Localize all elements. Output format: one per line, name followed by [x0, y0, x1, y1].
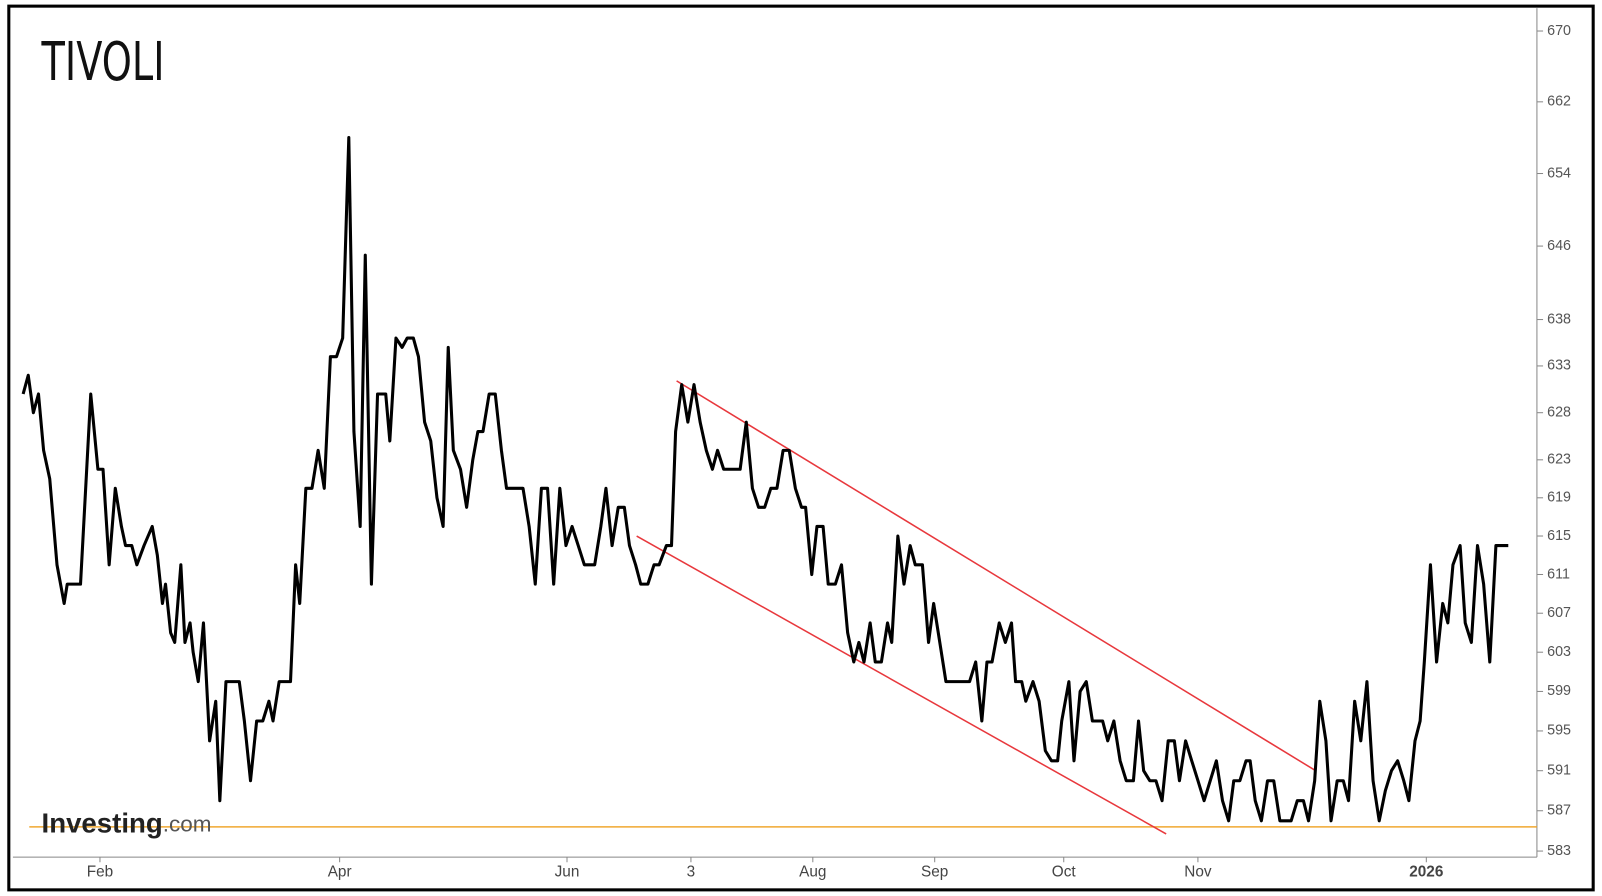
x-tick-label: 2026	[1409, 864, 1443, 881]
y-tick-label: 662	[1547, 94, 1571, 110]
y-tick-label: 587	[1547, 803, 1571, 819]
x-tick-label: Jun	[555, 864, 580, 881]
y-tick-label: 615	[1547, 528, 1571, 544]
logo-suffix: .com	[163, 811, 212, 836]
y-tick-label: 670	[1547, 23, 1571, 39]
y-tick-label: 619	[1547, 490, 1571, 506]
x-tick-label: Aug	[799, 864, 826, 881]
price-line	[21, 136, 1509, 823]
y-tick-label: 583	[1547, 843, 1571, 859]
y-tick-label: 595	[1547, 723, 1571, 739]
y-tick-label: 646	[1547, 238, 1571, 254]
x-tick-label: Nov	[1184, 864, 1212, 881]
logo-main: Investing	[42, 808, 163, 839]
x-tick-label: Oct	[1052, 864, 1077, 881]
trend-line	[676, 380, 1317, 772]
x-tick-label: 3	[687, 864, 696, 881]
x-tick-label: Apr	[328, 864, 352, 881]
frame	[7, 4, 1595, 892]
trend-line	[636, 535, 1167, 835]
y-tick-label: 638	[1547, 311, 1571, 327]
y-tick-label: 654	[1547, 165, 1571, 181]
x-tick-label: Sep	[921, 864, 948, 881]
y-tick-label: 599	[1547, 683, 1571, 699]
plot: 583 587 591 595 599 603 607 611 615 619 623 628 633 6…	[12, 8, 1571, 881]
logo: Investing.com	[42, 808, 212, 839]
y-tick-label: 623	[1547, 452, 1571, 468]
x-tick-label: Feb	[87, 864, 113, 881]
y-tick-label: 611	[1547, 566, 1570, 582]
y-tick-label: 591	[1547, 762, 1571, 778]
y-tick-label: 603	[1547, 644, 1571, 660]
y-tick-label: 633	[1547, 358, 1571, 374]
y-tick-label: 628	[1547, 404, 1571, 420]
chart-title: TIVOLI	[41, 30, 165, 92]
y-tick-label: 607	[1547, 605, 1571, 621]
